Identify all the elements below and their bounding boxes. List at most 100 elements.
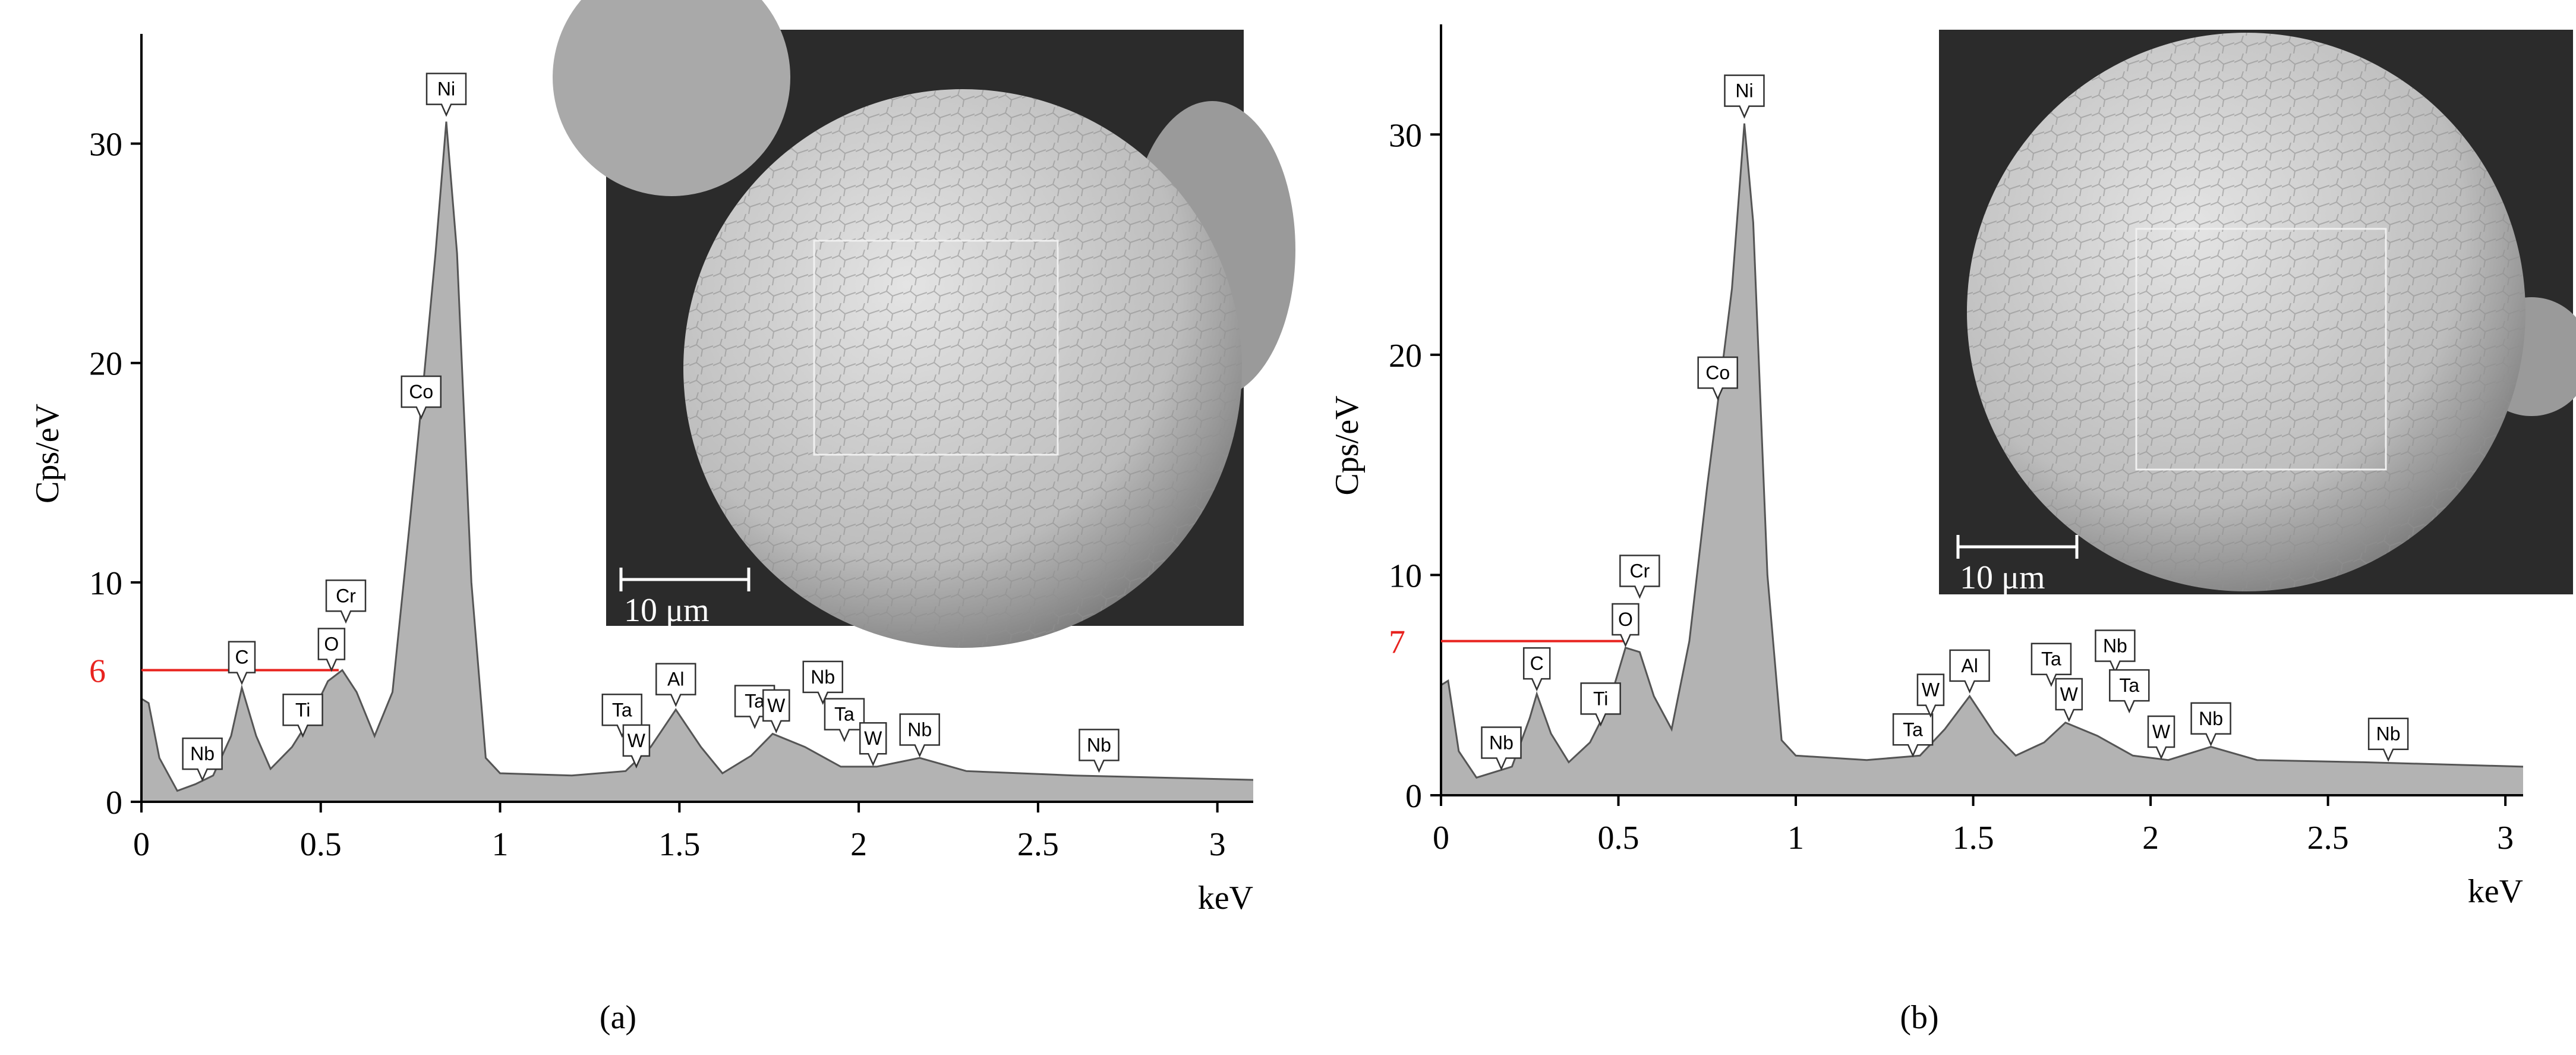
annotation-label: Ta: [612, 699, 632, 720]
spectrum-line: [1440, 123, 2524, 779]
x-tick-label: 1: [1787, 820, 1804, 856]
x-axis-label: keV: [1198, 880, 1253, 917]
y-axis-label: Cps/eV: [1329, 396, 1366, 496]
x-tick-label: 1.5: [658, 826, 700, 863]
y-axis-label: Cps/eV: [29, 404, 66, 503]
annotation-label: Nb: [2376, 723, 2401, 745]
annotation-label: Ti: [1593, 688, 1608, 709]
annotation-label: Nb: [2103, 635, 2127, 656]
panel-label: (b): [1900, 999, 1938, 1036]
annotation-label: Cr: [336, 585, 356, 606]
annotation-callout: [762, 689, 790, 733]
x-tick-label: 2.5: [1017, 826, 1059, 863]
annotation-label: Cr: [1629, 560, 1650, 581]
annotation-callout: [1619, 555, 1660, 599]
x-tick-label: 1.5: [1953, 820, 1994, 856]
x-tick-label: 0.5: [1598, 820, 1639, 856]
x-axis-label: keV: [2468, 873, 2523, 910]
y-tick-label: 0: [1405, 778, 1422, 815]
annotation-callout: [2367, 717, 2409, 762]
annotation-callout: [2055, 678, 2083, 723]
annotation-callout: [1522, 647, 1551, 692]
spectrum-line: [141, 121, 1254, 792]
annotation-callout: [2109, 669, 2150, 714]
annotation-label: Co: [1705, 362, 1730, 383]
x-tick-label: 0.5: [300, 826, 342, 863]
x-tick-label: 2: [2142, 820, 2159, 856]
x-tick-label: 2: [850, 826, 867, 863]
annotation-label: Al: [667, 669, 684, 690]
annotation-label: Ta: [2119, 675, 2139, 696]
annotation-label: C: [1530, 653, 1544, 674]
annotation-callout: [1612, 603, 1639, 648]
annotation-label: Nb: [1489, 732, 1514, 754]
annotation-label: Nb: [1087, 734, 1111, 755]
annotation-label: Nb: [907, 719, 932, 740]
panel-label: (a): [600, 999, 636, 1036]
annotation-callout: [425, 73, 467, 117]
y-tick-label: 10: [89, 565, 122, 602]
annotation-callout: [317, 628, 346, 672]
annotation-callout: [1079, 729, 1120, 773]
annotation-callout: [1481, 726, 1522, 771]
annotation-callout: [228, 641, 256, 685]
annotation-callout: [1697, 356, 1738, 401]
annotation-label: Ni: [1735, 80, 1753, 102]
annotation-label: Ta: [1903, 719, 1923, 740]
x-tick-label: 1: [492, 826, 509, 863]
y-tick-label: 30: [89, 127, 122, 163]
spectrum-fill: [141, 121, 1253, 802]
annotation-callout: [622, 724, 651, 769]
annotation-label: Nb: [2199, 708, 2223, 729]
annotation-callout: [182, 737, 223, 782]
annotation-label: W: [2152, 721, 2171, 742]
inset-scale-label: 10 μm: [624, 592, 710, 629]
annotation-callout: [401, 375, 442, 420]
annotation-label: Ti: [295, 699, 310, 720]
y-tick-label: 20: [1389, 338, 1422, 374]
annotation-label: Ta: [745, 690, 765, 711]
y-tick-label: 0: [106, 785, 122, 821]
y-tick-label: 30: [1389, 117, 1422, 154]
x-tick-label: 3: [2497, 820, 2514, 856]
y-tick-label: 10: [1389, 558, 1422, 594]
annotation-callout: [655, 663, 696, 707]
annotation-label: Ta: [2041, 648, 2061, 670]
annotation-callout: [282, 694, 323, 738]
annotation-label: Co: [409, 381, 433, 402]
marker-label: 7: [1389, 624, 1405, 661]
annotation-label: Ni: [437, 78, 455, 100]
annotation-label: W: [1922, 679, 1940, 701]
annotation-label: W: [767, 695, 786, 716]
annotation-callout: [1949, 649, 1990, 694]
annotation-callout: [1724, 74, 1765, 119]
annotation-callout: [2030, 643, 2072, 687]
spectrum-fill: [1441, 123, 2523, 796]
y-tick-label: 20: [89, 346, 122, 383]
annotation-callout: [1916, 673, 1945, 718]
x-tick-label: 0: [133, 826, 150, 863]
annotation-label: Al: [1961, 655, 1978, 676]
annotation-label: Nb: [190, 743, 215, 764]
annotation-label: C: [235, 647, 248, 668]
x-tick-label: 2.5: [2307, 820, 2349, 856]
annotation-label: Nb: [811, 666, 835, 688]
inset-b: [1939, 30, 2576, 594]
annotation-callout: [1580, 682, 1621, 727]
annotation-callout: [899, 713, 940, 758]
annotation-callout: [824, 698, 865, 742]
annotation-label: W: [864, 728, 882, 749]
annotation-callout: [2147, 715, 2175, 760]
annotation-label: O: [1618, 609, 1633, 630]
annotation-callout: [2190, 702, 2231, 747]
annotation-callout: [325, 580, 367, 624]
annotation-label: W: [2060, 684, 2079, 705]
annotation-label: W: [628, 730, 646, 751]
inset-scale-label: 10 μm: [1960, 559, 2045, 596]
annotation-callout: [859, 722, 887, 767]
annotation-label: Ta: [834, 704, 855, 725]
annotation-callout: [2095, 629, 2136, 674]
x-tick-label: 0: [1433, 820, 1449, 856]
x-tick-label: 3: [1209, 826, 1226, 863]
